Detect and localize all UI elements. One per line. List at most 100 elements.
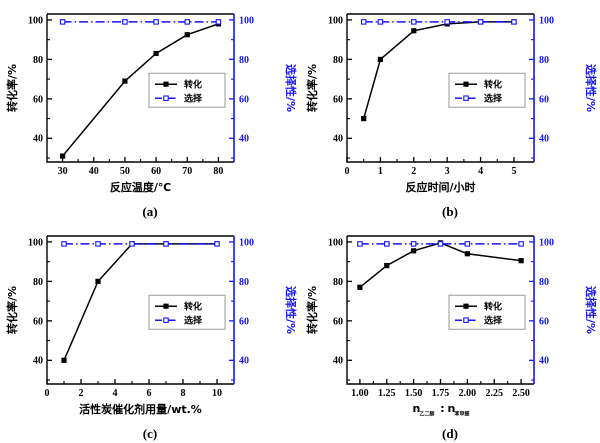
panel-caption: (b) xyxy=(442,204,458,219)
svg-text:40: 40 xyxy=(539,134,549,145)
series-selectivity xyxy=(61,241,220,247)
x-axis: 30 40 50 60 70 80 xyxy=(58,157,223,177)
series-selectivity xyxy=(59,19,222,25)
svg-text:0: 0 xyxy=(345,166,350,177)
svg-text:40: 40 xyxy=(239,356,249,367)
svg-text:80: 80 xyxy=(333,55,343,66)
svg-text:60: 60 xyxy=(33,316,43,327)
svg-text:40: 40 xyxy=(89,166,99,177)
chart-panel-c: 40 60 80 100 40 60 80 100 0 2 4 6 8 10 转化 选择 转化率/% 选择性/% 活… xyxy=(0,222,300,443)
legend-label-selectivity: 选择 xyxy=(484,93,503,105)
y-axis-label-right: 选择性/% xyxy=(584,286,598,334)
y-axis-right: 40 60 80 100 xyxy=(529,237,554,381)
svg-text::: : xyxy=(440,402,444,415)
legend-label-conversion: 转化 xyxy=(484,79,502,91)
svg-text:4: 4 xyxy=(478,166,483,177)
svg-text:8: 8 xyxy=(181,388,186,399)
y-axis-label-right: 选择性/% xyxy=(284,286,298,334)
panel-caption: (a) xyxy=(142,204,158,219)
svg-text:100: 100 xyxy=(239,237,254,248)
y-axis-label-left: 转化率/% xyxy=(305,286,319,334)
legend-label-selectivity: 选择 xyxy=(184,93,203,105)
svg-text:80: 80 xyxy=(539,277,549,288)
svg-text:1: 1 xyxy=(378,166,383,177)
plot-frame xyxy=(346,235,535,385)
y-axis-left: 40 60 80 100 xyxy=(328,15,352,159)
legend-label-conversion: 转化 xyxy=(184,301,202,313)
svg-text:80: 80 xyxy=(33,277,43,288)
svg-text:乙二醇: 乙二醇 xyxy=(420,411,435,418)
y-axis-right: 40 60 80 100 xyxy=(529,15,554,159)
svg-text:1.25: 1.25 xyxy=(378,388,396,399)
svg-text:100: 100 xyxy=(539,15,554,26)
svg-text:40: 40 xyxy=(333,356,343,367)
legend-label-selectivity: 选择 xyxy=(184,315,203,327)
svg-text:60: 60 xyxy=(333,94,343,105)
svg-text:2.25: 2.25 xyxy=(485,388,503,399)
svg-text:80: 80 xyxy=(239,277,249,288)
svg-text:100: 100 xyxy=(328,237,343,248)
svg-text:40: 40 xyxy=(539,356,549,367)
y-axis-left: 40 60 80 100 xyxy=(28,15,52,159)
svg-text:4: 4 xyxy=(113,388,118,399)
svg-text:100: 100 xyxy=(239,15,254,26)
x-axis-label: 反应时间/小时 xyxy=(405,180,475,194)
svg-text:2.50: 2.50 xyxy=(512,388,530,399)
svg-text:2: 2 xyxy=(79,388,84,399)
series-selectivity xyxy=(360,19,517,25)
svg-text:苯甲醛: 苯甲醛 xyxy=(454,411,471,418)
svg-text:100: 100 xyxy=(28,15,43,26)
svg-text:5: 5 xyxy=(511,166,516,177)
svg-text:60: 60 xyxy=(539,316,549,327)
svg-text:80: 80 xyxy=(333,277,343,288)
y-axis-label-left: 转化率/% xyxy=(305,64,319,112)
legend-label-selectivity: 选择 xyxy=(484,315,503,327)
chart-panel-d: 40 60 80 100 40 60 80 100 1.00 1.25 1.50 1.75 2.00 2.… xyxy=(300,222,600,443)
svg-text:80: 80 xyxy=(33,55,43,66)
svg-text:10: 10 xyxy=(212,388,222,399)
svg-text:60: 60 xyxy=(151,166,161,177)
svg-text:60: 60 xyxy=(239,316,249,327)
x-axis-label: 反应温度/℃ xyxy=(110,180,171,194)
svg-text:50: 50 xyxy=(120,166,130,177)
svg-text:60: 60 xyxy=(539,94,549,105)
x-axis-label: n 乙二醇: n 苯甲醛 xyxy=(413,402,471,418)
x-axis: 1.00 1.25 1.50 1.75 2.00 2.25 2.50 xyxy=(351,379,530,399)
svg-text:80: 80 xyxy=(539,55,549,66)
svg-text:80: 80 xyxy=(239,55,249,66)
chart-panel-b: 40 60 80 100 40 60 80 100 0 1 2 3 4 5 转化 选择 转化率/% 选择性/% 反应… xyxy=(300,0,600,221)
svg-text:30: 30 xyxy=(58,166,68,177)
x-axis: 0 1 2 3 4 5 xyxy=(345,157,516,177)
svg-text:0: 0 xyxy=(45,388,50,399)
svg-text:60: 60 xyxy=(33,94,43,105)
svg-text:2: 2 xyxy=(411,166,416,177)
svg-text:n: n xyxy=(448,402,456,415)
svg-text:40: 40 xyxy=(333,134,343,145)
svg-text:6: 6 xyxy=(147,388,152,399)
svg-text:2.00: 2.00 xyxy=(459,388,477,399)
svg-text:100: 100 xyxy=(539,237,554,248)
svg-text:40: 40 xyxy=(33,134,43,145)
svg-text:100: 100 xyxy=(328,15,343,26)
svg-text:70: 70 xyxy=(182,166,192,177)
svg-text:n: n xyxy=(413,402,421,415)
y-axis-left: 40 60 80 100 xyxy=(28,237,52,381)
svg-text:100: 100 xyxy=(28,237,43,248)
x-axis-label: 活性炭催化剂用量/wt.% xyxy=(79,402,202,416)
svg-text:60: 60 xyxy=(239,94,249,105)
y-axis-right: 40 60 80 100 xyxy=(229,15,254,159)
series-selectivity xyxy=(357,241,524,247)
x-axis: 0 2 4 6 8 10 xyxy=(45,379,222,399)
panel-caption: (d) xyxy=(442,426,458,441)
legend-label-conversion: 转化 xyxy=(184,79,202,91)
legend-label-conversion: 转化 xyxy=(484,301,502,313)
svg-text:40: 40 xyxy=(33,356,43,367)
y-axis-left: 40 60 80 100 xyxy=(328,237,352,381)
svg-text:1.00: 1.00 xyxy=(351,388,369,399)
y-axis-label-left: 转化率/% xyxy=(5,64,19,112)
chart-panel-a: 40 60 80 100 40 60 80 100 30 40 50 60 70 80 转化 选择 转化率/% 选… xyxy=(0,0,300,221)
